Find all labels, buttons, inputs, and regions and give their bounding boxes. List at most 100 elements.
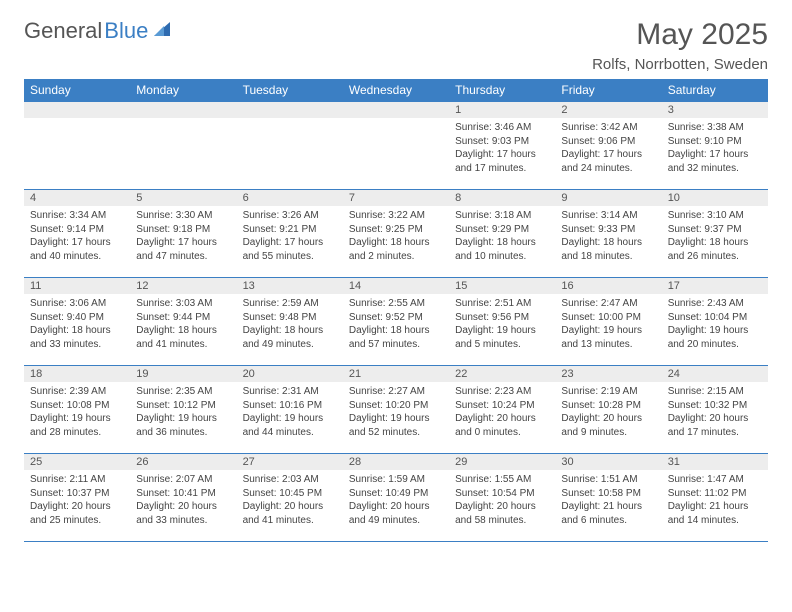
day-number	[343, 102, 449, 118]
calendar-cell: 21Sunrise: 2:27 AMSunset: 10:20 PMDaylig…	[343, 366, 449, 454]
day-body	[130, 118, 236, 125]
day-line: and 40 minutes.	[30, 250, 124, 264]
calendar-table: Sunday Monday Tuesday Wednesday Thursday…	[24, 79, 768, 542]
day-line: Daylight: 20 hours	[455, 412, 549, 426]
day-body: Sunrise: 2:35 AMSunset: 10:12 PMDaylight…	[130, 382, 236, 443]
day-line: Sunrise: 3:22 AM	[349, 209, 443, 223]
day-line: and 26 minutes.	[668, 250, 762, 264]
day-number: 2	[555, 102, 661, 118]
day-number: 7	[343, 190, 449, 206]
day-number: 10	[662, 190, 768, 206]
calendar-cell: 23Sunrise: 2:19 AMSunset: 10:28 PMDaylig…	[555, 366, 661, 454]
day-line: Sunrise: 2:11 AM	[30, 473, 124, 487]
day-line: Sunset: 9:33 PM	[561, 223, 655, 237]
day-line: Sunset: 9:14 PM	[30, 223, 124, 237]
day-body: Sunrise: 3:14 AMSunset: 9:33 PMDaylight:…	[555, 206, 661, 267]
day-line: Daylight: 19 hours	[349, 412, 443, 426]
day-number: 18	[24, 366, 130, 382]
calendar-cell: 19Sunrise: 2:35 AMSunset: 10:12 PMDaylig…	[130, 366, 236, 454]
brand-text-b: Blue	[104, 18, 148, 44]
day-number	[24, 102, 130, 118]
day-line: Sunset: 9:03 PM	[455, 135, 549, 149]
calendar-cell: 8Sunrise: 3:18 AMSunset: 9:29 PMDaylight…	[449, 190, 555, 278]
day-line: and 47 minutes.	[136, 250, 230, 264]
day-line: Sunrise: 2:23 AM	[455, 385, 549, 399]
day-line: and 52 minutes.	[349, 426, 443, 440]
day-number: 24	[662, 366, 768, 382]
day-line: and 5 minutes.	[455, 338, 549, 352]
calendar-cell: 29Sunrise: 1:55 AMSunset: 10:54 PMDaylig…	[449, 454, 555, 542]
day-line: Daylight: 18 hours	[30, 324, 124, 338]
calendar-cell: 17Sunrise: 2:43 AMSunset: 10:04 PMDaylig…	[662, 278, 768, 366]
day-body: Sunrise: 2:55 AMSunset: 9:52 PMDaylight:…	[343, 294, 449, 355]
day-line: Sunset: 9:48 PM	[243, 311, 337, 325]
day-line: and 44 minutes.	[243, 426, 337, 440]
col-sunday: Sunday	[24, 79, 130, 102]
day-line: Sunset: 10:45 PM	[243, 487, 337, 501]
calendar-cell: 20Sunrise: 2:31 AMSunset: 10:16 PMDaylig…	[237, 366, 343, 454]
day-body: Sunrise: 1:59 AMSunset: 10:49 PMDaylight…	[343, 470, 449, 531]
day-number: 25	[24, 454, 130, 470]
day-number: 19	[130, 366, 236, 382]
day-line: Sunset: 10:37 PM	[30, 487, 124, 501]
day-line: Sunrise: 3:18 AM	[455, 209, 549, 223]
day-line: Sunrise: 1:55 AM	[455, 473, 549, 487]
day-line: Sunrise: 2:19 AM	[561, 385, 655, 399]
day-number: 22	[449, 366, 555, 382]
sail-icon	[152, 20, 172, 43]
day-line: and 18 minutes.	[561, 250, 655, 264]
day-line: Sunset: 10:20 PM	[349, 399, 443, 413]
day-line: Sunrise: 1:51 AM	[561, 473, 655, 487]
day-body: Sunrise: 3:06 AMSunset: 9:40 PMDaylight:…	[24, 294, 130, 355]
day-number: 20	[237, 366, 343, 382]
day-body: Sunrise: 2:31 AMSunset: 10:16 PMDaylight…	[237, 382, 343, 443]
day-line: Sunrise: 3:03 AM	[136, 297, 230, 311]
day-line: and 49 minutes.	[243, 338, 337, 352]
day-line: Daylight: 20 hours	[349, 500, 443, 514]
day-body: Sunrise: 3:30 AMSunset: 9:18 PMDaylight:…	[130, 206, 236, 267]
day-line: Daylight: 18 hours	[349, 324, 443, 338]
day-number: 16	[555, 278, 661, 294]
day-line: and 13 minutes.	[561, 338, 655, 352]
day-line: Sunset: 10:04 PM	[668, 311, 762, 325]
calendar-cell: 1Sunrise: 3:46 AMSunset: 9:03 PMDaylight…	[449, 102, 555, 190]
day-body: Sunrise: 3:18 AMSunset: 9:29 PMDaylight:…	[449, 206, 555, 267]
calendar-cell: 24Sunrise: 2:15 AMSunset: 10:32 PMDaylig…	[662, 366, 768, 454]
calendar-cell	[130, 102, 236, 190]
calendar-row: 18Sunrise: 2:39 AMSunset: 10:08 PMDaylig…	[24, 366, 768, 454]
day-line: and 36 minutes.	[136, 426, 230, 440]
month-title: May 2025	[592, 18, 768, 52]
day-body	[343, 118, 449, 125]
day-line: Daylight: 17 hours	[243, 236, 337, 250]
calendar-page: GeneralBlue May 2025 Rolfs, Norrbotten, …	[0, 0, 792, 560]
day-number: 29	[449, 454, 555, 470]
day-line: and 17 minutes.	[668, 426, 762, 440]
calendar-row: 1Sunrise: 3:46 AMSunset: 9:03 PMDaylight…	[24, 102, 768, 190]
day-line: Daylight: 19 hours	[136, 412, 230, 426]
calendar-cell: 31Sunrise: 1:47 AMSunset: 11:02 PMDaylig…	[662, 454, 768, 542]
day-line: and 55 minutes.	[243, 250, 337, 264]
day-line: Sunset: 10:54 PM	[455, 487, 549, 501]
day-line: and 58 minutes.	[455, 514, 549, 528]
day-body	[237, 118, 343, 125]
calendar-cell: 5Sunrise: 3:30 AMSunset: 9:18 PMDaylight…	[130, 190, 236, 278]
calendar-row: 25Sunrise: 2:11 AMSunset: 10:37 PMDaylig…	[24, 454, 768, 542]
day-line: Sunrise: 2:55 AM	[349, 297, 443, 311]
title-block: May 2025 Rolfs, Norrbotten, Sweden	[592, 18, 768, 73]
day-line: and 10 minutes.	[455, 250, 549, 264]
col-monday: Monday	[130, 79, 236, 102]
day-body: Sunrise: 2:15 AMSunset: 10:32 PMDaylight…	[662, 382, 768, 443]
calendar-cell	[237, 102, 343, 190]
day-line: Daylight: 19 hours	[561, 324, 655, 338]
calendar-cell: 18Sunrise: 2:39 AMSunset: 10:08 PMDaylig…	[24, 366, 130, 454]
day-line: Daylight: 20 hours	[243, 500, 337, 514]
day-line: and 57 minutes.	[349, 338, 443, 352]
calendar-cell: 10Sunrise: 3:10 AMSunset: 9:37 PMDayligh…	[662, 190, 768, 278]
day-line: Daylight: 19 hours	[668, 324, 762, 338]
day-body: Sunrise: 2:27 AMSunset: 10:20 PMDaylight…	[343, 382, 449, 443]
day-line: Daylight: 18 hours	[561, 236, 655, 250]
day-body: Sunrise: 3:38 AMSunset: 9:10 PMDaylight:…	[662, 118, 768, 179]
day-number: 15	[449, 278, 555, 294]
day-line: Daylight: 20 hours	[30, 500, 124, 514]
calendar-row: 11Sunrise: 3:06 AMSunset: 9:40 PMDayligh…	[24, 278, 768, 366]
